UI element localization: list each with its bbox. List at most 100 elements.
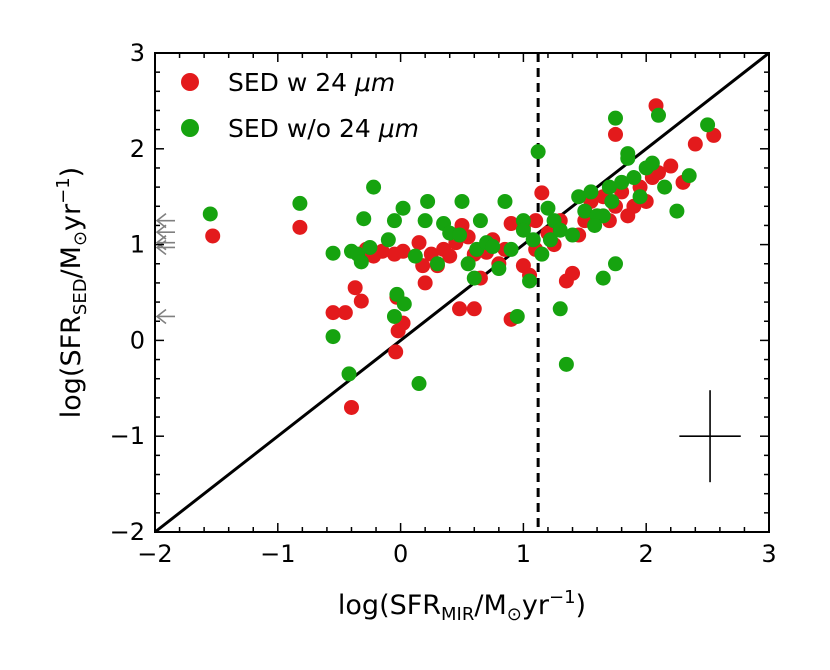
data-point: [353, 254, 369, 270]
legend-label-sed-wo-24: SED w/o 24 μm: [228, 114, 419, 143]
x-axis-title: log(SFRMIR/M⊙yr−1): [338, 587, 586, 625]
data-point: [687, 136, 703, 152]
data-point: [534, 246, 550, 262]
data-point: [534, 185, 550, 201]
data-point: [452, 301, 468, 317]
data-point: [644, 155, 660, 171]
tick-labels: −2 −1 0 1 2 3 −2 −1 0 1 2 3: [110, 39, 777, 568]
data-point: [386, 213, 402, 229]
data-point: [205, 228, 221, 244]
data-point: [604, 193, 620, 209]
data-point: [552, 222, 568, 238]
data-point: [522, 273, 538, 289]
y-tick-label: −2: [110, 518, 145, 546]
legend: SED w 24 μm SED w/o 24 μm: [181, 68, 419, 143]
data-point: [460, 256, 476, 272]
data-point: [411, 235, 427, 251]
data-point: [552, 301, 568, 317]
data-point: [388, 344, 404, 360]
data-point: [515, 222, 531, 238]
data-point: [528, 213, 544, 229]
upper-limit-arrow: [155, 308, 175, 325]
data-point: [343, 399, 359, 415]
arrow-head: [155, 213, 167, 229]
data-point: [530, 144, 546, 160]
data-point: [632, 189, 648, 205]
data-point: [452, 227, 468, 243]
upper-limit-arrow: [155, 239, 175, 256]
data-point: [595, 270, 611, 286]
y-tick-label: 3: [130, 39, 145, 67]
data-point: [356, 211, 372, 227]
data-point: [601, 179, 617, 195]
data-point: [650, 107, 666, 123]
data-point: [362, 239, 378, 255]
data-point: [565, 227, 581, 243]
x-tick-label: 3: [761, 540, 776, 568]
axis-ticks: [154, 52, 770, 533]
data-point: [325, 329, 341, 345]
data-point: [374, 243, 390, 259]
data-point: [396, 296, 412, 312]
y-tick-label: 1: [130, 231, 145, 259]
data-point: [411, 376, 427, 392]
data-point: [325, 245, 341, 261]
data-point: [325, 305, 341, 321]
x-tick-label: −1: [260, 540, 295, 568]
plot-frame: [154, 52, 770, 533]
series-sed-w-24: [205, 98, 722, 415]
data-point: [466, 301, 482, 317]
one-to-one-line: [154, 51, 770, 534]
data-point: [540, 200, 556, 216]
x-tick-label: −2: [137, 540, 172, 568]
data-point: [417, 275, 433, 291]
y-tick-label: 0: [130, 326, 145, 354]
data-point: [485, 239, 501, 255]
series-sed-wo-24: [202, 107, 716, 392]
typical-error-bar: [679, 390, 741, 483]
data-point: [577, 203, 593, 219]
legend-marker-sed-wo-24: [181, 119, 199, 137]
data-point: [587, 217, 603, 233]
legend-marker-sed-w-24: [181, 73, 199, 91]
data-point: [503, 216, 519, 232]
data-point: [663, 158, 679, 174]
data-point: [620, 146, 636, 162]
data-point: [395, 200, 411, 216]
data-point: [454, 193, 470, 209]
data-point: [202, 206, 218, 222]
data-points: [202, 98, 722, 415]
data-point: [626, 170, 642, 186]
data-point: [497, 193, 513, 209]
data-point: [429, 256, 445, 272]
data-point: [558, 356, 574, 372]
data-point: [292, 195, 308, 211]
data-point: [341, 366, 357, 382]
data-point: [681, 168, 697, 184]
data-point: [366, 179, 382, 195]
data-point: [491, 261, 507, 277]
data-point: [608, 126, 623, 142]
data-point: [608, 256, 623, 272]
data-point: [380, 232, 396, 248]
data-point: [472, 213, 488, 229]
data-point: [417, 213, 433, 229]
data-point: [565, 265, 581, 281]
data-point: [337, 305, 353, 321]
upper-limit-arrows: [155, 213, 175, 325]
data-point: [614, 174, 630, 190]
data-point: [442, 248, 458, 264]
data-point: [386, 308, 402, 324]
data-point: [700, 117, 716, 133]
data-point: [407, 248, 423, 264]
upper-limit-arrow: [155, 213, 175, 229]
x-tick-label: 1: [516, 540, 531, 568]
x-tick-label: 2: [639, 540, 654, 568]
data-point: [595, 208, 611, 224]
data-point: [466, 270, 482, 286]
y-tick-label: 2: [130, 135, 145, 163]
x-tick-label: 0: [393, 540, 408, 568]
arrow-head: [155, 308, 167, 325]
upper-limit-arrow: [155, 224, 175, 240]
